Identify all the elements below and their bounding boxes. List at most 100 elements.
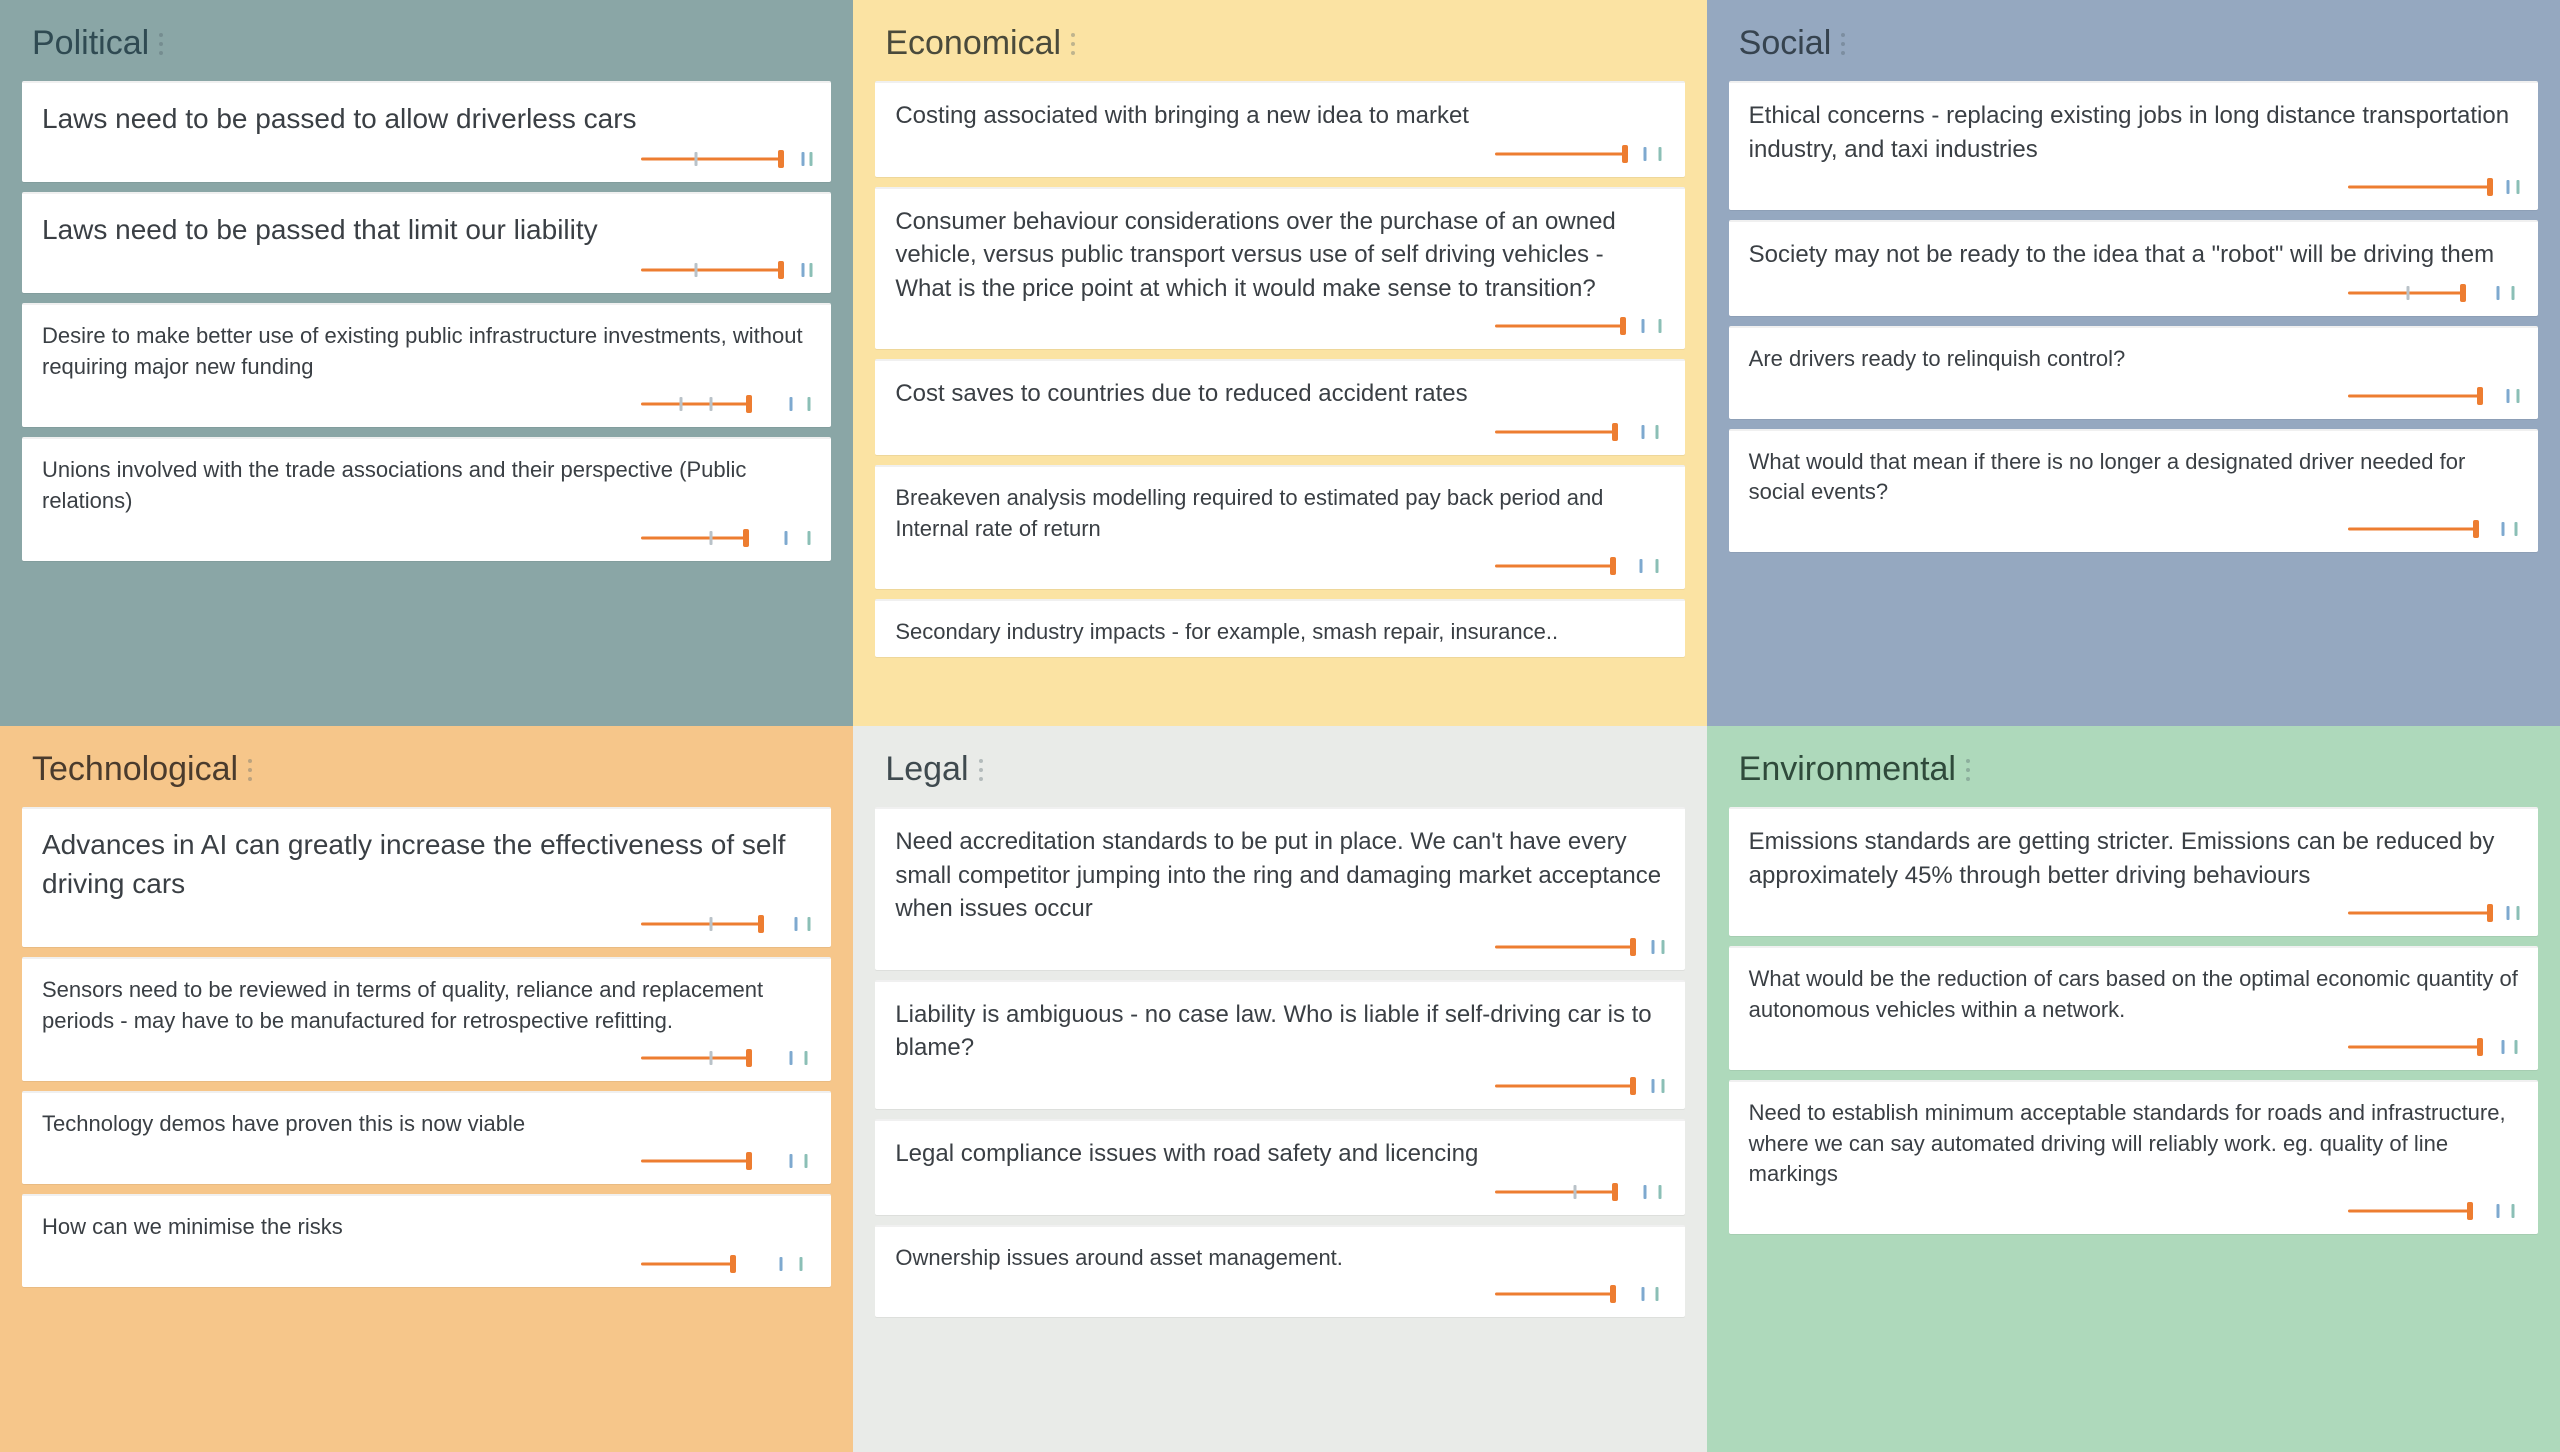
priority-slider[interactable] (641, 528, 811, 548)
panel-header[interactable]: Political (32, 24, 827, 63)
panel-political: Political Laws need to be passed to allo… (0, 0, 853, 726)
drag-handle-icon[interactable] (1071, 33, 1081, 55)
card-list: Advances in AI can greatly increase the … (22, 807, 831, 1287)
card[interactable]: Secondary industry impacts - for example… (875, 599, 1684, 658)
panel-title: Technological (32, 750, 238, 789)
card-text: Emissions standards are getting stricter… (1749, 825, 2518, 892)
priority-slider[interactable] (2348, 1037, 2518, 1057)
priority-slider[interactable] (1495, 1182, 1665, 1202)
card-text: Legal compliance issues with road safety… (895, 1137, 1664, 1171)
priority-slider[interactable] (2348, 1201, 2518, 1221)
pestle-grid: Political Laws need to be passed to allo… (0, 0, 2560, 1452)
card-list: Emissions standards are getting stricter… (1729, 807, 2538, 1234)
card[interactable]: What would be the reduction of cars base… (1729, 946, 2538, 1070)
card[interactable]: Technology demos have proven this is now… (22, 1091, 831, 1184)
card[interactable]: Desire to make better use of existing pu… (22, 303, 831, 427)
card-text: Costing associated with bringing a new i… (895, 99, 1664, 133)
card-text: How can we minimise the risks (42, 1212, 811, 1243)
panel-title: Legal (885, 750, 968, 789)
priority-slider[interactable] (1495, 556, 1665, 576)
panel-legal: Legal Need accreditation standards to be… (853, 726, 1706, 1452)
card-text: Advances in AI can greatly increase the … (42, 825, 811, 903)
card[interactable]: Need to establish minimum acceptable sta… (1729, 1080, 2538, 1234)
card-text: Desire to make better use of existing pu… (42, 321, 811, 383)
card-text: Need accreditation standards to be put i… (895, 825, 1664, 926)
card-list: Ethical concerns - replacing existing jo… (1729, 81, 2538, 552)
card[interactable]: Advances in AI can greatly increase the … (22, 807, 831, 947)
drag-handle-icon[interactable] (248, 759, 258, 781)
panel-economical: Economical Costing associated with bring… (853, 0, 1706, 726)
card-text: Liability is ambiguous - no case law. Wh… (895, 998, 1664, 1065)
panel-header[interactable]: Economical (885, 24, 1680, 63)
drag-handle-icon[interactable] (1966, 759, 1976, 781)
card[interactable]: Consumer behaviour considerations over t… (875, 187, 1684, 350)
card[interactable]: Society may not be ready to the idea tha… (1729, 220, 2538, 316)
priority-slider[interactable] (641, 1151, 811, 1171)
panel-header[interactable]: Technological (32, 750, 827, 789)
card-text: Technology demos have proven this is now… (42, 1109, 811, 1140)
drag-handle-icon[interactable] (979, 759, 989, 781)
panel-title: Political (32, 24, 149, 63)
panel-environmental: Environmental Emissions standards are ge… (1707, 726, 2560, 1452)
card[interactable]: Need accreditation standards to be put i… (875, 807, 1684, 970)
card-text: Laws need to be passed to allow driverle… (42, 99, 811, 138)
card[interactable]: Costing associated with bringing a new i… (875, 81, 1684, 177)
priority-slider[interactable] (641, 260, 811, 280)
card-text: Are drivers ready to relinquish control? (1749, 344, 2518, 375)
card[interactable]: Emissions standards are getting stricter… (1729, 807, 2538, 936)
panel-header[interactable]: Social (1739, 24, 2534, 63)
priority-slider[interactable] (641, 149, 811, 169)
priority-slider[interactable] (1495, 937, 1665, 957)
card[interactable]: Unions involved with the trade associati… (22, 437, 831, 561)
card[interactable]: Sensors need to be reviewed in terms of … (22, 957, 831, 1081)
card-text: Need to establish minimum acceptable sta… (1749, 1098, 2518, 1190)
priority-slider[interactable] (641, 1048, 811, 1068)
card[interactable]: Laws need to be passed that limit our li… (22, 192, 831, 293)
card[interactable]: How can we minimise the risks (22, 1194, 831, 1287)
drag-handle-icon[interactable] (159, 33, 169, 55)
card[interactable]: Liability is ambiguous - no case law. Wh… (875, 980, 1684, 1109)
panel-technological: Technological Advances in AI can greatly… (0, 726, 853, 1452)
priority-slider[interactable] (2348, 519, 2518, 539)
card[interactable]: Cost saves to countries due to reduced a… (875, 359, 1684, 455)
card-text: Sensors need to be reviewed in terms of … (42, 975, 811, 1037)
card-text: What would that mean if there is no long… (1749, 447, 2518, 509)
card-text: Laws need to be passed that limit our li… (42, 210, 811, 249)
priority-slider[interactable] (1495, 316, 1665, 336)
priority-slider[interactable] (1495, 1076, 1665, 1096)
card[interactable]: Ownership issues around asset management… (875, 1225, 1684, 1318)
priority-slider[interactable] (2348, 177, 2518, 197)
priority-slider[interactable] (1495, 144, 1665, 164)
card-text: What would be the reduction of cars base… (1749, 964, 2518, 1026)
card-text: Secondary industry impacts - for example… (895, 617, 1664, 648)
panel-title: Environmental (1739, 750, 1956, 789)
card-list: Need accreditation standards to be put i… (875, 807, 1684, 1317)
panel-header[interactable]: Environmental (1739, 750, 2534, 789)
drag-handle-icon[interactable] (1841, 33, 1851, 55)
card-text: Society may not be ready to the idea tha… (1749, 238, 2518, 272)
priority-slider[interactable] (2348, 903, 2518, 923)
card-text: Consumer behaviour considerations over t… (895, 205, 1664, 306)
priority-slider[interactable] (2348, 386, 2518, 406)
card[interactable]: Laws need to be passed to allow driverle… (22, 81, 831, 182)
priority-slider[interactable] (641, 394, 811, 414)
card[interactable]: What would that mean if there is no long… (1729, 429, 2538, 553)
panel-social: Social Ethical concerns - replacing exis… (1707, 0, 2560, 726)
card[interactable]: Ethical concerns - replacing existing jo… (1729, 81, 2538, 210)
card-text: Unions involved with the trade associati… (42, 455, 811, 517)
panel-header[interactable]: Legal (885, 750, 1680, 789)
priority-slider[interactable] (641, 1254, 811, 1274)
priority-slider[interactable] (1495, 1284, 1665, 1304)
card[interactable]: Legal compliance issues with road safety… (875, 1119, 1684, 1215)
card-text: Cost saves to countries due to reduced a… (895, 377, 1664, 411)
card[interactable]: Are drivers ready to relinquish control? (1729, 326, 2538, 419)
priority-slider[interactable] (1495, 422, 1665, 442)
card-list: Costing associated with bringing a new i… (875, 81, 1684, 657)
priority-slider[interactable] (641, 914, 811, 934)
panel-title: Social (1739, 24, 1832, 63)
card-text: Breakeven analysis modelling required to… (895, 483, 1664, 545)
priority-slider[interactable] (2348, 283, 2518, 303)
card-list: Laws need to be passed to allow driverle… (22, 81, 831, 561)
card-text: Ownership issues around asset management… (895, 1243, 1664, 1274)
card[interactable]: Breakeven analysis modelling required to… (875, 465, 1684, 589)
